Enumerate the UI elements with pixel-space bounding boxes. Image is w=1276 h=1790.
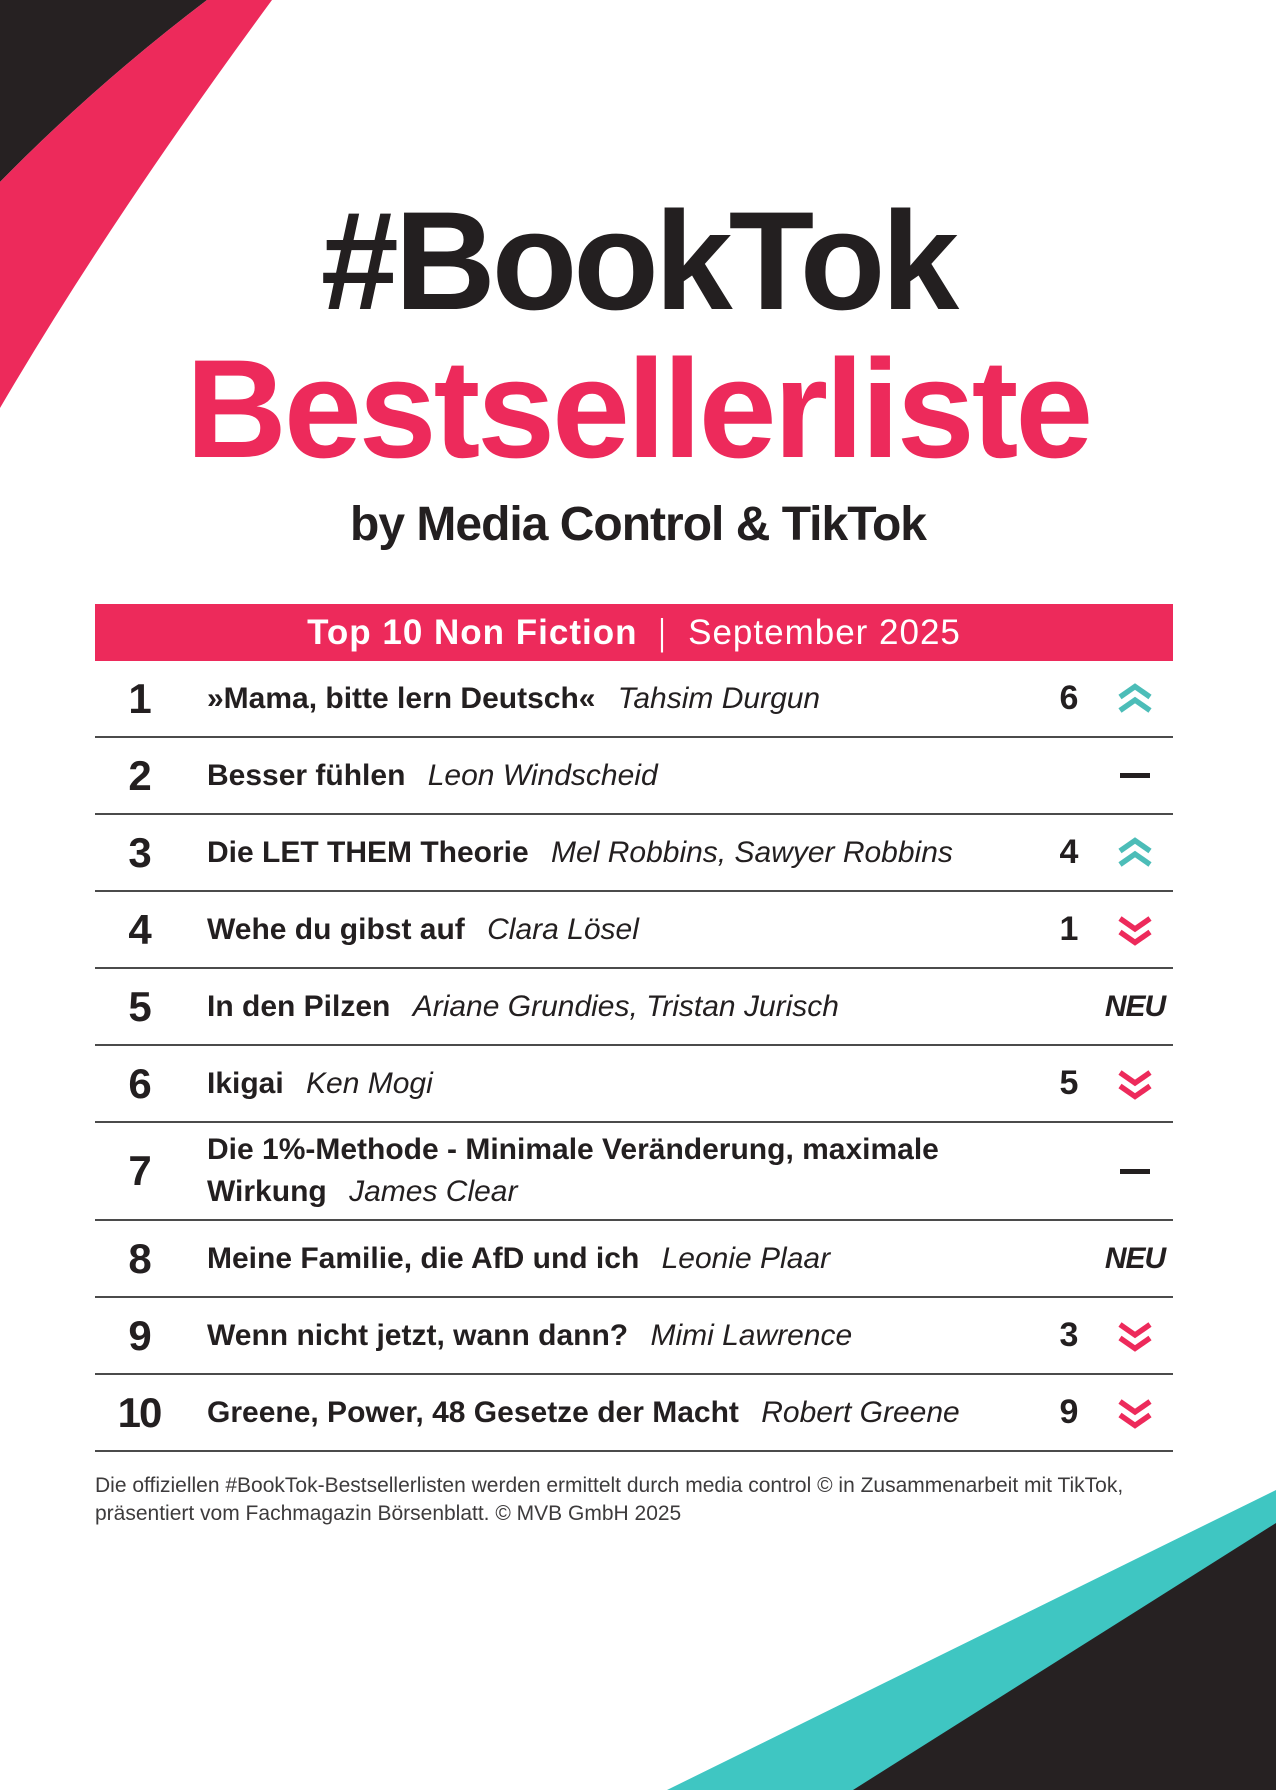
list-header-separator: |: [659, 611, 667, 653]
trend-cell: [1097, 773, 1173, 778]
trend-cell: [1097, 1320, 1173, 1352]
page-title: Bestsellerliste: [185, 330, 1093, 487]
list-item: 3 Die LET THEM Theorie Mel Robbins, Sawy…: [95, 815, 1173, 892]
book-author: James Clear: [349, 1175, 518, 1208]
list-header-bar: Top 10 Non Fiction | September 2025: [95, 604, 1173, 661]
trend-cell: NEU: [1097, 1242, 1173, 1276]
bestseller-list: 1 »Mama, bitte lern Deutsch« Tahsim Durg…: [95, 661, 1173, 1452]
book-author: Robert Greene: [761, 1395, 960, 1429]
book-title: Meine Familie, die AfD und ich: [207, 1241, 640, 1275]
book-author: Mel Robbins, Sawyer Robbins: [551, 835, 953, 869]
trend-down-icon: [1118, 1398, 1152, 1429]
rank-number: 4: [128, 905, 151, 953]
rank-number: 1: [128, 674, 151, 722]
trend-down-icon: [1118, 915, 1152, 946]
previous-position: 4: [1059, 833, 1079, 871]
bestseller-list-section: Top 10 Non Fiction | September 2025 1 »M…: [95, 604, 1173, 1452]
header: #BookTok Bestsellerliste by Media Contro…: [0, 0, 1276, 556]
book-title: In den Pilzen: [207, 989, 391, 1023]
list-category: Top 10 Non Fiction: [307, 612, 638, 652]
list-period: September 2025: [688, 612, 961, 652]
trend-cell: [1097, 1068, 1173, 1100]
no-change-dash: [1120, 1168, 1150, 1174]
hashtag-title: #BookTok: [320, 182, 959, 339]
trend-cell: [1097, 682, 1173, 715]
black-triangle-shape: [853, 1523, 1276, 1790]
rank-number: 10: [117, 1388, 163, 1436]
list-item: 9 Wenn nicht jetzt, wann dann? Mimi Lawr…: [95, 1298, 1173, 1375]
subtitle: by Media Control & TikTok: [350, 498, 927, 551]
book-info: Greene, Power, 48 Gesetze der Macht Robe…: [183, 1392, 1041, 1434]
list-item: 7 Die 1%-Methode - Minimale Veränderung,…: [95, 1123, 1173, 1221]
list-item: 1 »Mama, bitte lern Deutsch« Tahsim Durg…: [95, 661, 1173, 738]
rank-number: 3: [128, 828, 151, 876]
book-info: In den Pilzen Ariane Grundies, Tristan J…: [183, 986, 1041, 1028]
trend-cell: [1097, 1397, 1173, 1429]
footer-disclaimer: Die offiziellen #BookTok-Bestsellerliste…: [95, 1472, 1180, 1528]
corner-decoration-bottom-right: [667, 1490, 1276, 1790]
footer-line-2: präsentiert vom Fachmagazin Börsenblatt.…: [95, 1502, 682, 1525]
previous-position: 1: [1059, 910, 1079, 948]
book-author: Leon Windscheid: [427, 758, 658, 792]
book-title: Besser fühlen: [207, 758, 406, 792]
corner-decoration-top-left: [0, 0, 272, 408]
rank-number: 2: [128, 751, 151, 799]
trend-down-icon: [1118, 1069, 1152, 1100]
trend-down-icon: [1118, 1321, 1152, 1352]
list-item: 8 Meine Familie, die AfD und ich Leonie …: [95, 1221, 1173, 1298]
book-author: Mimi Lawrence: [650, 1318, 853, 1352]
list-item: 5 In den Pilzen Ariane Grundies, Tristan…: [95, 969, 1173, 1046]
book-title: Ikigai: [207, 1066, 284, 1100]
book-info: Die 1%-Methode - Minimale Veränderung, m…: [183, 1129, 1041, 1213]
book-title: Wehe du gibst auf: [207, 912, 465, 946]
rank-number: 8: [128, 1234, 151, 1282]
book-author: Tahsim Durgun: [617, 681, 821, 715]
book-author: Leonie Plaar: [661, 1241, 831, 1275]
trend-up-icon: [1118, 682, 1152, 713]
rank-number: 6: [128, 1059, 151, 1107]
list-item: 4 Wehe du gibst auf Clara Lösel 1: [95, 892, 1173, 969]
list-item: 6 Ikigai Ken Mogi 5: [95, 1046, 1173, 1123]
previous-position: 6: [1059, 679, 1079, 717]
book-info: Wehe du gibst auf Clara Lösel: [183, 909, 1041, 951]
black-triangle-shape: [0, 0, 207, 182]
trend-cell: [1097, 836, 1173, 869]
new-entry-label: NEU: [1104, 1241, 1166, 1275]
book-info: Besser fühlen Leon Windscheid: [183, 755, 1041, 797]
book-author: Clara Lösel: [487, 912, 639, 946]
no-change-dash: [1120, 773, 1150, 778]
trend-up-icon: [1118, 836, 1152, 867]
book-author: Ariane Grundies, Tristan Jurisch: [412, 989, 839, 1023]
book-info: »Mama, bitte lern Deutsch« Tahsim Durgun: [183, 678, 1041, 720]
previous-position: 3: [1059, 1316, 1079, 1354]
book-title: Die LET THEM Theorie: [207, 835, 529, 869]
trend-cell: [1097, 1168, 1173, 1174]
book-info: Ikigai Ken Mogi: [183, 1063, 1041, 1105]
previous-position: 9: [1059, 1393, 1079, 1431]
trend-cell: [1097, 914, 1173, 946]
list-item: 10 Greene, Power, 48 Gesetze der Macht R…: [95, 1375, 1173, 1452]
book-title: Greene, Power, 48 Gesetze der Macht: [207, 1395, 739, 1429]
previous-position: 5: [1059, 1064, 1079, 1102]
pink-swoosh-shape: [0, 0, 272, 408]
book-author: Ken Mogi: [306, 1066, 433, 1100]
book-title: Die 1%-Methode - Minimale Veränderung, m…: [207, 1133, 939, 1208]
new-entry-label: NEU: [1104, 989, 1166, 1023]
book-info: Meine Familie, die AfD und ich Leonie Pl…: [183, 1238, 1041, 1280]
book-info: Wenn nicht jetzt, wann dann? Mimi Lawren…: [183, 1315, 1041, 1357]
book-info: Die LET THEM Theorie Mel Robbins, Sawyer…: [183, 832, 1041, 874]
rank-number: 5: [128, 982, 151, 1030]
book-title: Wenn nicht jetzt, wann dann?: [207, 1318, 629, 1352]
book-title: »Mama, bitte lern Deutsch«: [207, 681, 596, 715]
rank-number: 7: [128, 1147, 151, 1194]
trend-cell: NEU: [1097, 990, 1173, 1024]
footer-line-1: Die offiziellen #BookTok-Bestsellerliste…: [95, 1474, 1124, 1497]
list-item: 2 Besser fühlen Leon Windscheid: [95, 738, 1173, 815]
rank-number: 9: [128, 1311, 151, 1359]
